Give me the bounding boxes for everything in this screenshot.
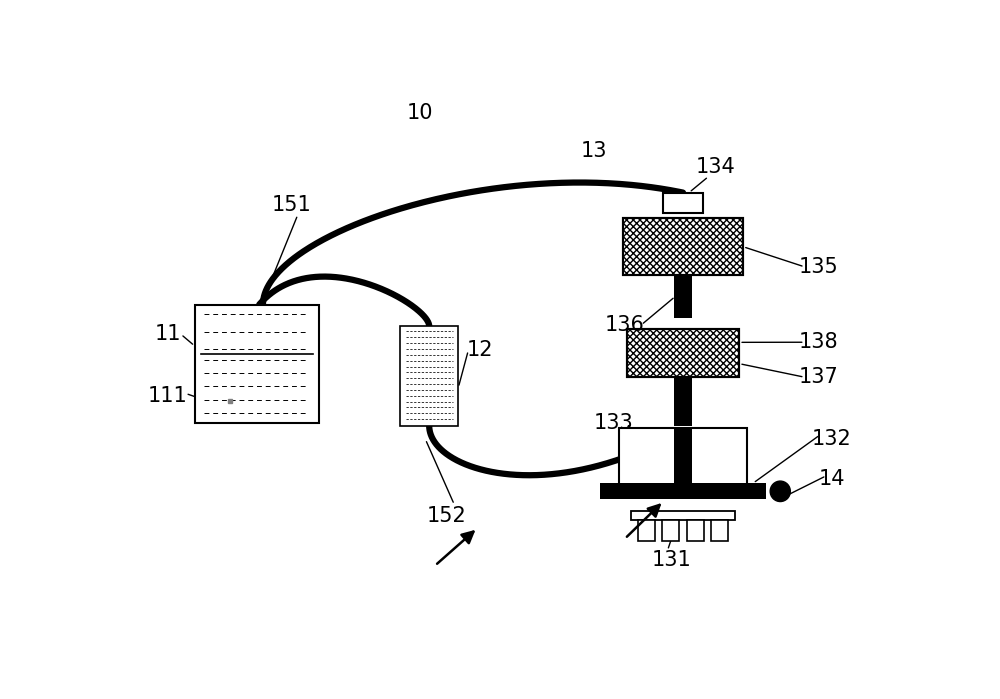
Text: 135: 135 [799, 257, 838, 277]
Bar [623, 218, 743, 275]
Text: 12: 12 [467, 340, 493, 360]
Bar [627, 329, 739, 377]
Bar [662, 520, 679, 541]
Text: 137: 137 [799, 367, 838, 387]
Text: 133: 133 [593, 413, 633, 433]
Ellipse shape [770, 481, 790, 502]
Bar [674, 428, 692, 485]
Text: 11: 11 [154, 324, 181, 344]
Text: 10: 10 [406, 103, 433, 124]
Text: 14: 14 [819, 470, 845, 489]
Bar [631, 511, 735, 520]
Text: 13: 13 [581, 141, 607, 161]
Text: 136: 136 [605, 315, 645, 335]
Text: 134: 134 [696, 157, 735, 178]
Bar [619, 428, 747, 485]
Bar [623, 218, 743, 275]
Bar [674, 377, 692, 426]
Bar [674, 275, 692, 318]
Bar [195, 305, 319, 423]
Bar [687, 520, 704, 541]
Bar [400, 326, 458, 426]
Bar [638, 520, 655, 541]
Bar [600, 483, 766, 499]
Text: 111: 111 [148, 386, 188, 406]
Bar [627, 329, 739, 377]
Text: 138: 138 [799, 332, 838, 352]
Bar [663, 193, 703, 213]
Text: 131: 131 [652, 550, 691, 570]
Bar [711, 520, 728, 541]
Text: 152: 152 [427, 505, 466, 526]
Text: 132: 132 [812, 429, 852, 449]
Text: 151: 151 [272, 195, 312, 215]
